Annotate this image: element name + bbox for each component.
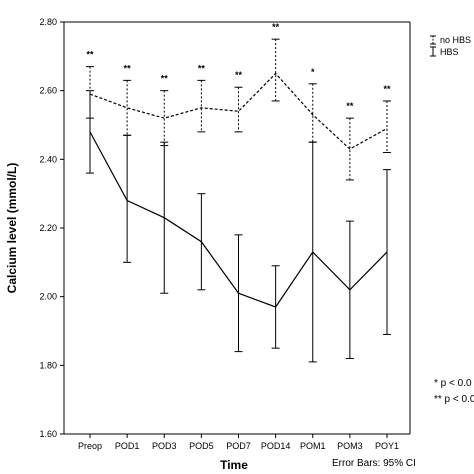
x-tick-label: POD5 bbox=[189, 441, 214, 451]
x-tick-label: POY1 bbox=[375, 441, 399, 451]
x-tick-label: POD3 bbox=[152, 441, 177, 451]
y-ticks: 1.60 1.80 2.00 2.20 2.40 2.60 2.80 bbox=[39, 17, 64, 439]
significance-marker: ** bbox=[346, 101, 354, 111]
error-bar bbox=[345, 117, 354, 181]
x-tick-label: POM3 bbox=[337, 441, 363, 451]
y-tick-label: 2.40 bbox=[39, 154, 57, 164]
error-bar bbox=[383, 100, 391, 153]
error-bar bbox=[234, 86, 243, 133]
legend: no HBS HBS bbox=[430, 35, 471, 57]
x-tick-label: POD1 bbox=[115, 441, 140, 451]
y-axis-title: Calcium level (mmol/L) bbox=[5, 163, 19, 294]
significance-marker: ** bbox=[235, 70, 243, 80]
error-bar bbox=[86, 90, 94, 174]
legend-label-no-hbs: no HBS bbox=[440, 35, 471, 45]
x-tick-label: POD14 bbox=[261, 441, 291, 451]
significance-marker: * bbox=[311, 67, 315, 77]
x-ticks: Preop POD1 POD3 POD5 POD7 POD14 POM1 POM3 POY1 bbox=[78, 434, 399, 451]
y-tick-label: 2.20 bbox=[39, 223, 57, 233]
error-bar bbox=[271, 265, 280, 349]
error-bar bbox=[197, 79, 206, 133]
error-bar bbox=[160, 90, 169, 147]
error-bar bbox=[271, 38, 280, 102]
legend-item-hbs: HBS bbox=[430, 46, 459, 57]
series-line bbox=[89, 72, 388, 150]
significance-marker: ** bbox=[86, 50, 94, 60]
series-hbs bbox=[86, 90, 391, 363]
error-bars-label: Error Bars: 95% CI bbox=[332, 458, 416, 469]
significance-marker: ** bbox=[272, 22, 280, 32]
significance-marker: ** bbox=[124, 63, 132, 73]
error-bar bbox=[123, 134, 132, 263]
footnote-double-star: ** p < 0.0 bbox=[434, 394, 474, 405]
x-tick-label: Preop bbox=[78, 441, 102, 451]
footnote-single-star: * p < 0.0 bbox=[434, 378, 472, 389]
x-tick-label: POM1 bbox=[300, 441, 326, 451]
error-bar bbox=[383, 169, 391, 335]
significance-marker: ** bbox=[198, 63, 206, 73]
y-tick-label: 2.60 bbox=[39, 86, 57, 96]
error-bar bbox=[123, 79, 132, 136]
legend-errorbar-dashed-icon bbox=[430, 35, 436, 45]
x-axis-title: Time bbox=[220, 458, 248, 472]
legend-errorbar-solid-icon bbox=[430, 46, 436, 57]
series-no-hbs bbox=[86, 38, 391, 181]
error-bar bbox=[308, 83, 317, 143]
y-tick-label: 1.80 bbox=[39, 360, 57, 370]
error-bar bbox=[308, 141, 317, 363]
y-tick-label: 2.00 bbox=[39, 292, 57, 302]
y-tick-label: 2.80 bbox=[39, 17, 57, 27]
legend-item-no-hbs: no HBS bbox=[430, 35, 471, 45]
significance-layer: ***************** bbox=[86, 22, 391, 111]
series-layer bbox=[86, 38, 391, 363]
legend-label-hbs: HBS bbox=[440, 47, 459, 57]
error-bar bbox=[160, 141, 169, 294]
error-bar bbox=[234, 234, 243, 353]
significance-marker: ** bbox=[383, 84, 391, 94]
axes bbox=[63, 21, 411, 435]
x-tick-label: POD7 bbox=[226, 441, 251, 451]
y-tick-label: 1.60 bbox=[39, 429, 57, 439]
error-bar bbox=[345, 220, 354, 359]
significance-marker: ** bbox=[161, 74, 169, 84]
error-bar bbox=[197, 193, 206, 291]
